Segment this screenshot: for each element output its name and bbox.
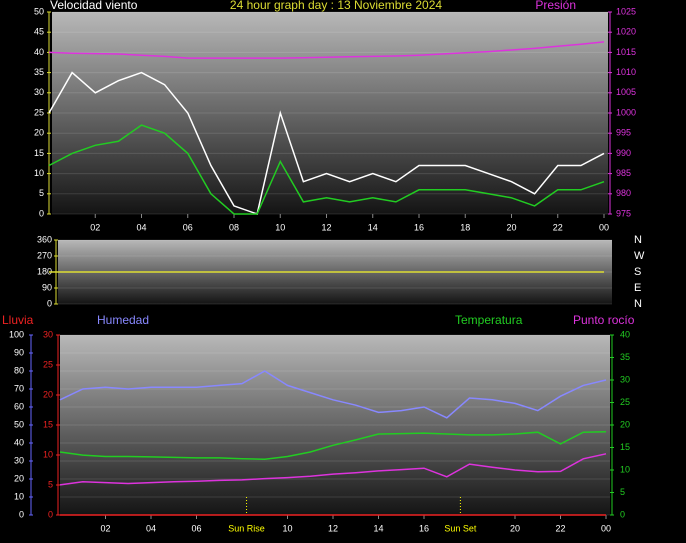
y2-tick-label: 5: [620, 487, 625, 497]
y-tick-label: 40: [14, 437, 24, 447]
y2-tick-label: 980: [616, 188, 631, 198]
y3-tick-label: 5: [48, 479, 53, 489]
compass-label: S: [634, 266, 641, 278]
plot-background: [60, 335, 610, 515]
x-tick-label: 10: [275, 222, 285, 232]
y-tick-label: 10: [14, 491, 24, 501]
y2-tick-label: 30: [620, 374, 630, 384]
x-tick-label: 04: [136, 222, 146, 232]
x-tick-label: 10: [282, 523, 292, 533]
y-tick-label: 25: [34, 107, 44, 117]
y2-tick-label: 990: [616, 148, 631, 158]
y2-tick-label: 10: [620, 464, 630, 474]
y-tick-label: 40: [34, 47, 44, 57]
axis-label: Lluvia: [2, 313, 34, 327]
axis-label: Punto rocío: [573, 313, 635, 327]
y-tick-label: 0: [19, 509, 24, 519]
y-tick-label: 90: [42, 282, 52, 292]
x-tick-label: 12: [328, 523, 338, 533]
series-line: [48, 124, 605, 215]
x-tick-label: 04: [146, 523, 156, 533]
y2-tick-label: 35: [620, 352, 630, 362]
x-tick-label: 00: [599, 222, 609, 232]
compass-label: N: [634, 234, 642, 246]
annotation: Sun Set: [444, 523, 477, 533]
y-tick-label: 270: [37, 250, 52, 260]
y-tick-label: 35: [34, 67, 44, 77]
y-tick-label: 0: [47, 298, 52, 308]
y3-tick-label: 20: [43, 389, 53, 399]
y-tick-label: 5: [39, 188, 44, 198]
y3-tick-label: 30: [43, 329, 53, 339]
y2-tick-label: 0: [620, 509, 625, 519]
y-tick-label: 30: [34, 87, 44, 97]
axis-label: Humedad: [97, 313, 149, 327]
y2-tick-label: 1025: [616, 6, 636, 16]
x-tick-label: 02: [100, 523, 110, 533]
y-tick-label: 90: [14, 347, 24, 357]
series-line: [59, 431, 607, 460]
y2-tick-label: 20: [620, 419, 630, 429]
x-tick-label: 12: [321, 222, 331, 232]
y2-tick-label: 975: [616, 208, 631, 218]
x-tick-label: 14: [368, 222, 378, 232]
x-tick-label: 20: [506, 222, 516, 232]
plot-background: [52, 12, 608, 214]
y-tick-label: 30: [14, 455, 24, 465]
x-tick-label: 00: [601, 523, 611, 533]
y-tick-label: 180: [37, 266, 52, 276]
y-tick-label: 45: [34, 27, 44, 37]
x-tick-label: 14: [373, 523, 383, 533]
series-line: [59, 453, 607, 486]
x-tick-label: 16: [419, 523, 429, 533]
y2-tick-label: 1015: [616, 47, 636, 57]
compass-label: E: [634, 282, 641, 294]
series-line: [59, 370, 607, 419]
y3-tick-label: 0: [48, 509, 53, 519]
x-tick-label: 16: [414, 222, 424, 232]
y2-tick-label: 995: [616, 128, 631, 138]
y2-tick-label: 1020: [616, 27, 636, 37]
axis-label: Presión: [535, 0, 576, 12]
y2-tick-label: 985: [616, 168, 631, 178]
y3-tick-label: 10: [43, 449, 53, 459]
x-tick-label: 18: [460, 222, 470, 232]
compass-label: N: [634, 298, 642, 310]
x-tick-label: 06: [191, 523, 201, 533]
y-tick-label: 70: [14, 383, 24, 393]
chart-title: 24 hour graph day : 13 Noviembre 2024: [230, 0, 442, 12]
x-tick-label: 20: [510, 523, 520, 533]
y-tick-label: 50: [14, 419, 24, 429]
y3-tick-label: 25: [43, 359, 53, 369]
y-tick-label: 100: [9, 329, 24, 339]
x-tick-label: 02: [90, 222, 100, 232]
y-tick-label: 360: [37, 234, 52, 244]
y2-tick-label: 1010: [616, 67, 636, 77]
y-tick-label: 80: [14, 365, 24, 375]
y-tick-label: 60: [14, 401, 24, 411]
x-tick-label: 22: [555, 523, 565, 533]
x-tick-label: 22: [553, 222, 563, 232]
y-tick-label: 20: [34, 128, 44, 138]
series-line: [48, 71, 605, 215]
annotation: Sun Rise: [228, 523, 265, 533]
compass-label: W: [634, 250, 645, 262]
series-line: [48, 41, 605, 59]
y2-tick-label: 25: [620, 397, 630, 407]
y2-tick-label: 15: [620, 442, 630, 452]
y-tick-label: 0: [39, 208, 44, 218]
y2-tick-label: 40: [620, 329, 630, 339]
y3-tick-label: 15: [43, 419, 53, 429]
axis-label: Velocidad viento: [50, 0, 138, 12]
y-tick-label: 15: [34, 148, 44, 158]
y-tick-label: 10: [34, 168, 44, 178]
y-tick-label: 20: [14, 473, 24, 483]
y2-tick-label: 1000: [616, 107, 636, 117]
y2-tick-label: 1005: [616, 87, 636, 97]
x-tick-label: 06: [183, 222, 193, 232]
x-tick-label: 08: [229, 222, 239, 232]
y-tick-label: 50: [34, 6, 44, 16]
axis-label: Temperatura: [455, 313, 523, 327]
